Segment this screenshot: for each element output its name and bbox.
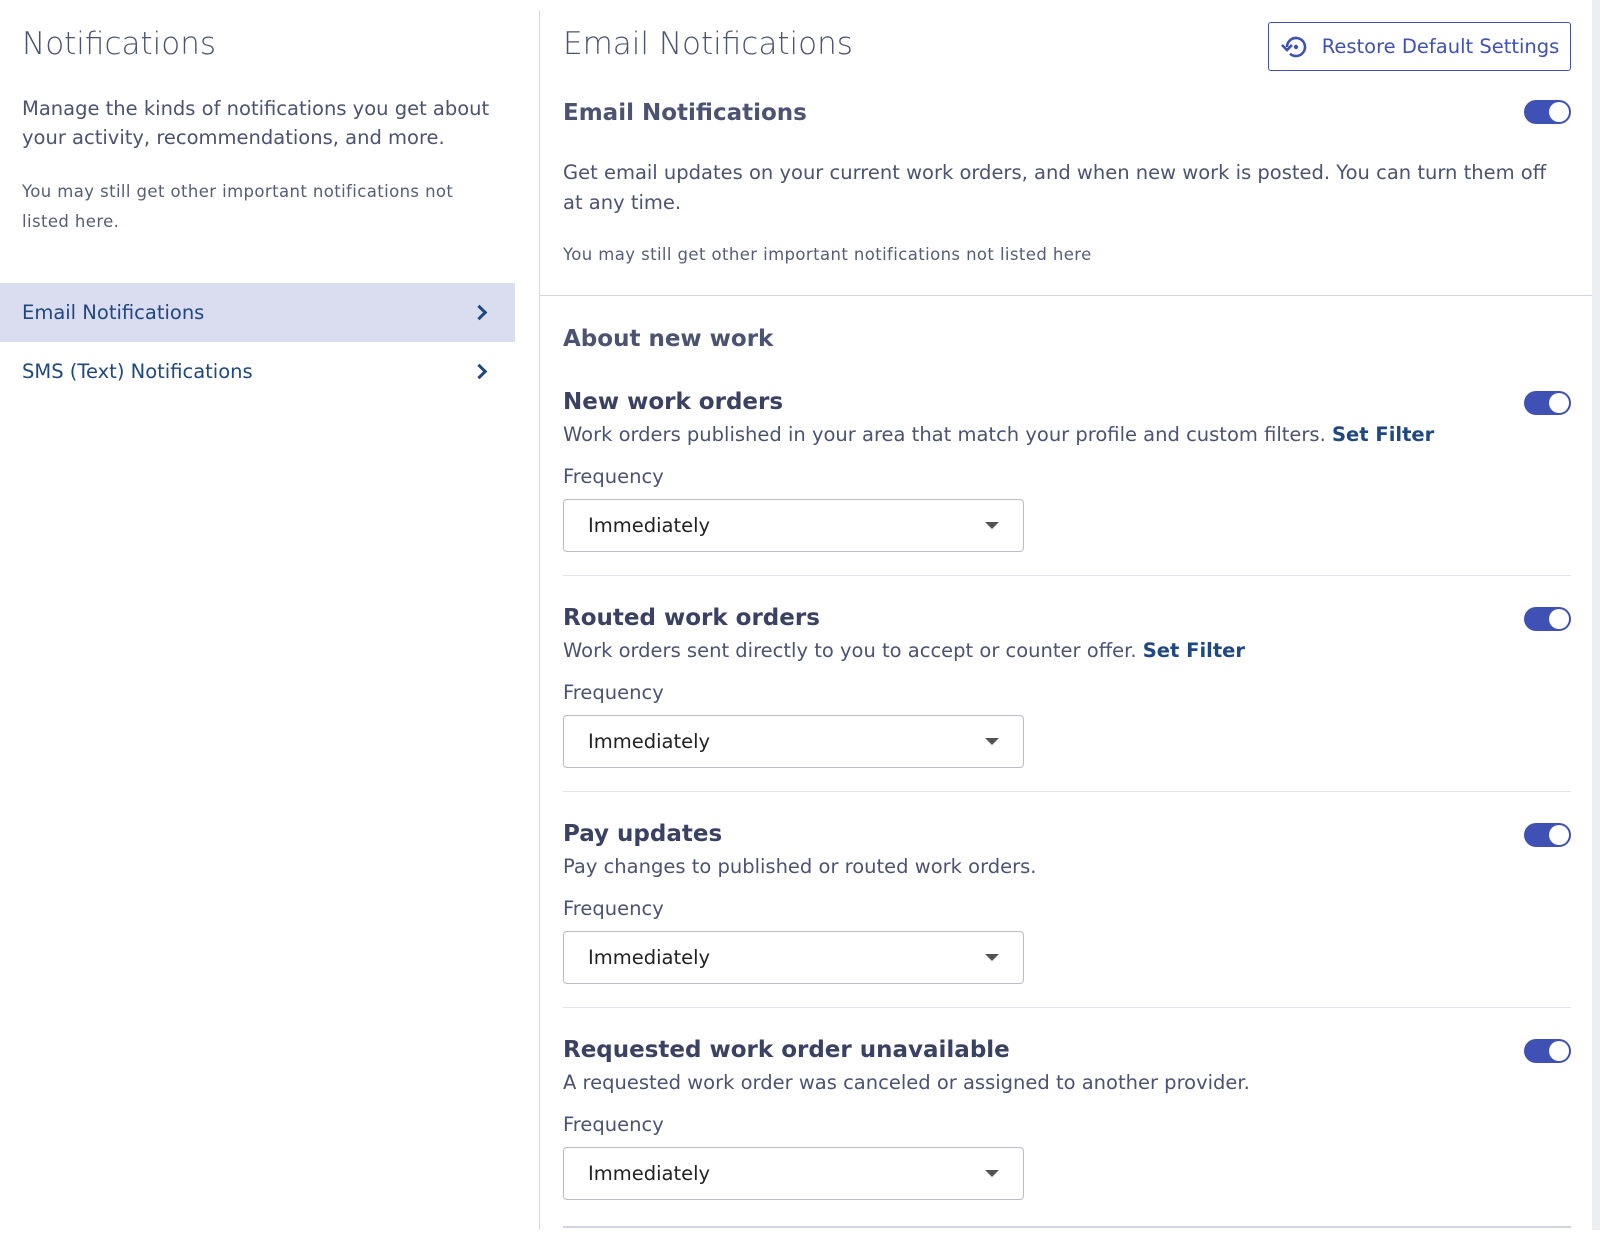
item-description: A requested work order was canceled or a… bbox=[563, 1071, 1250, 1094]
item-title: Routed work orders bbox=[563, 605, 820, 631]
sidebar-item-email-notifications[interactable]: Email Notifications bbox=[0, 283, 515, 342]
item-description: Work orders published in your area that … bbox=[563, 423, 1434, 446]
frequency-label: Frequency bbox=[563, 681, 664, 704]
vertical-divider bbox=[539, 10, 540, 1230]
requested-unavailable-toggle[interactable] bbox=[1524, 1039, 1571, 1063]
notification-item-routed-work-orders: Routed work orders Work orders sent dire… bbox=[563, 605, 1571, 821]
item-description: Work orders sent directly to you to acce… bbox=[563, 639, 1245, 662]
restore-label: Restore Default Settings bbox=[1321, 35, 1560, 58]
frequency-value: Immediately bbox=[588, 946, 711, 969]
restore-default-settings-button[interactable]: Restore Default Settings bbox=[1268, 22, 1571, 71]
routed-work-orders-toggle[interactable] bbox=[1524, 607, 1571, 631]
bottom-divider bbox=[563, 1226, 1571, 1228]
frequency-value: Immediately bbox=[588, 514, 711, 537]
chevron-right-icon bbox=[471, 304, 488, 321]
page-title: Email Notifications bbox=[563, 26, 853, 62]
item-description-text: Work orders sent directly to you to acce… bbox=[563, 639, 1137, 662]
item-divider bbox=[563, 1007, 1571, 1008]
section-note: You may still get other important notifi… bbox=[563, 245, 1092, 264]
caret-down-icon bbox=[985, 522, 999, 529]
item-divider bbox=[563, 791, 1571, 792]
caret-down-icon bbox=[985, 954, 999, 961]
email-notifications-toggle[interactable] bbox=[1524, 100, 1571, 124]
section-description: Get email updates on your current work o… bbox=[563, 161, 1547, 214]
caret-down-icon bbox=[985, 1170, 999, 1177]
sidebar-description: Manage the kinds of notifications you ge… bbox=[22, 97, 490, 149]
frequency-select[interactable]: Immediately bbox=[563, 1147, 1024, 1200]
frequency-value: Immediately bbox=[588, 730, 711, 753]
frequency-select[interactable]: Immediately bbox=[563, 931, 1024, 984]
pay-updates-toggle[interactable] bbox=[1524, 823, 1571, 847]
notification-item-new-work-orders: New work orders Work orders published in… bbox=[563, 389, 1571, 605]
frequency-label: Frequency bbox=[563, 465, 664, 488]
scrollbar-track[interactable] bbox=[1592, 0, 1600, 1230]
frequency-select[interactable]: Immediately bbox=[563, 715, 1024, 768]
section-divider bbox=[540, 295, 1592, 296]
new-work-orders-toggle[interactable] bbox=[1524, 391, 1571, 415]
sidebar-title: Notifications bbox=[22, 26, 217, 62]
notification-item-requested-unavailable: Requested work order unavailable A reque… bbox=[563, 1037, 1571, 1253]
set-filter-link[interactable]: Set Filter bbox=[1142, 639, 1245, 662]
sidebar-item-label: Email Notifications bbox=[22, 301, 205, 324]
item-title: New work orders bbox=[563, 389, 784, 415]
frequency-select[interactable]: Immediately bbox=[563, 499, 1024, 552]
item-divider bbox=[563, 575, 1571, 576]
frequency-value: Immediately bbox=[588, 1162, 711, 1185]
chevron-right-icon bbox=[471, 363, 488, 380]
set-filter-link[interactable]: Set Filter bbox=[1332, 423, 1435, 446]
caret-down-icon bbox=[985, 738, 999, 745]
sidebar-item-sms-notifications[interactable]: SMS (Text) Notifications bbox=[0, 342, 515, 401]
sidebar-note: You may still get other important notifi… bbox=[22, 182, 454, 231]
notification-item-pay-updates: Pay updates Pay changes to published or … bbox=[563, 821, 1571, 1037]
sidebar-item-label: SMS (Text) Notifications bbox=[22, 360, 253, 383]
item-description-text: Work orders published in your area that … bbox=[563, 423, 1326, 446]
restore-icon bbox=[1280, 36, 1306, 57]
item-title: Requested work order unavailable bbox=[563, 1037, 1010, 1063]
item-title: Pay updates bbox=[563, 821, 723, 847]
frequency-label: Frequency bbox=[563, 897, 664, 920]
sidebar-nav: Email Notifications SMS (Text) Notificat… bbox=[0, 283, 515, 401]
group-title: About new work bbox=[563, 326, 774, 352]
item-description: Pay changes to published or routed work … bbox=[563, 855, 1037, 878]
frequency-label: Frequency bbox=[563, 1113, 664, 1136]
email-notifications-heading: Email Notifications bbox=[563, 100, 807, 126]
